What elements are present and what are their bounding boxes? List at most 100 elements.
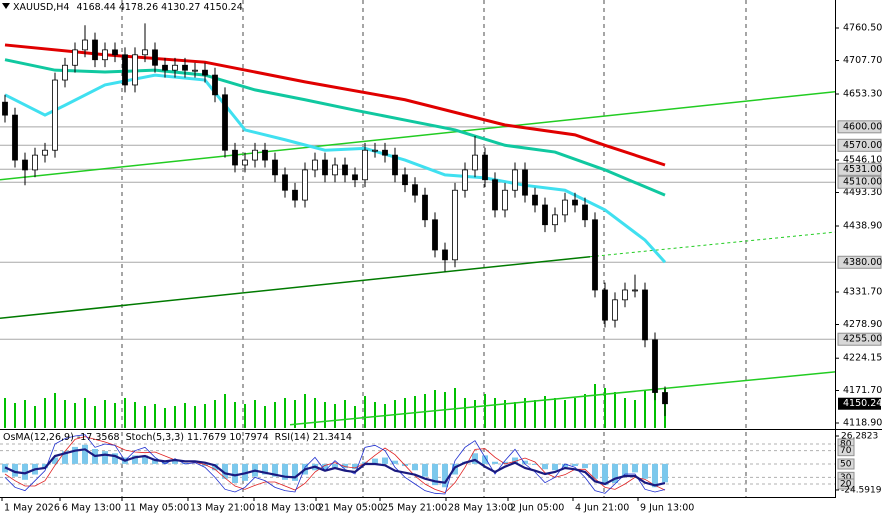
volume-bar — [564, 400, 566, 428]
volume-bar — [14, 403, 16, 428]
volume-bar — [624, 398, 626, 428]
volume-bar — [24, 400, 26, 428]
candle-body — [112, 49, 118, 56]
trend-line — [0, 255, 591, 320]
osma-bar — [442, 463, 448, 488]
price-label: 4150.24 — [843, 398, 882, 409]
volume-bar — [274, 402, 276, 428]
osma-bar — [152, 458, 158, 464]
candle-body — [562, 199, 568, 216]
volume-bar — [244, 404, 246, 428]
indicator-tick-box — [837, 445, 855, 457]
volume-bar — [74, 403, 76, 428]
volume-bar — [344, 400, 346, 428]
volume-bar — [324, 402, 326, 428]
y-tick-label: 4493.30 — [843, 187, 882, 198]
stoch-signal-value: 10.7974 — [229, 432, 268, 443]
osma-bar — [622, 463, 628, 477]
x-tick-label: 25 May 21:00 — [382, 503, 447, 514]
y-tick-label: 4331.70 — [843, 287, 882, 298]
osma-bar — [72, 446, 78, 464]
volume-bar — [124, 398, 126, 428]
candle-body — [582, 204, 588, 221]
candle-body — [252, 149, 258, 161]
candle-body — [232, 149, 238, 166]
osma-bar — [52, 457, 58, 464]
candle-body — [32, 154, 38, 171]
volume-bar — [604, 388, 606, 428]
candle-body — [592, 219, 598, 291]
osma-bar — [352, 463, 358, 470]
candle-body — [442, 249, 448, 261]
volume-bar — [454, 388, 456, 428]
volume-bar — [434, 390, 436, 428]
volume-bar — [134, 402, 136, 428]
volume-bar — [654, 386, 656, 428]
indicator-tick-label: 30 — [840, 473, 852, 483]
osma-bar — [82, 444, 88, 464]
level-label-box — [837, 332, 882, 346]
candle-body — [392, 154, 398, 176]
x-tick-label: 11 May 05:00 — [124, 503, 189, 514]
x-tick-label: 6 May 13:00 — [62, 503, 121, 514]
candle-body — [332, 164, 338, 176]
level-label: 4570.00 — [843, 140, 882, 151]
y-tick-label: 4653.30 — [843, 89, 882, 100]
trend-line — [289, 371, 835, 426]
volume-bar — [534, 400, 536, 428]
osma-bar — [392, 460, 398, 464]
osma-bar — [602, 463, 608, 486]
indicator-plot — [0, 434, 835, 495]
volume-bar — [174, 406, 176, 428]
volume-bar — [64, 400, 66, 428]
candle-body — [572, 199, 578, 206]
candle-body — [22, 159, 28, 171]
osma-bar — [562, 463, 568, 468]
volume-bar — [594, 384, 596, 428]
y-tick-label: 4546.10 — [843, 155, 882, 166]
osma-bar — [612, 463, 618, 483]
volume-bar — [254, 400, 256, 428]
x-tick-label: 13 May 21:00 — [190, 503, 255, 514]
candle-body — [52, 79, 58, 151]
candle-body — [522, 169, 528, 196]
osma-name: OsMA(12,26,9) — [3, 432, 74, 443]
candle-body — [42, 149, 48, 156]
candle-body — [302, 169, 308, 201]
candle-body — [132, 54, 138, 86]
volume-bar — [214, 400, 216, 428]
candle-body — [12, 114, 18, 161]
osma-bar — [162, 461, 168, 464]
header-close: 4150.24 — [203, 2, 242, 13]
y-tick-label: 4118.90 — [843, 418, 882, 429]
osma-bar — [332, 463, 338, 469]
candle-body — [662, 392, 668, 405]
osma-bar — [432, 463, 438, 486]
candle-body — [272, 159, 278, 176]
x-tick-label: 2 Jun 05:00 — [510, 503, 564, 514]
volume-bar — [364, 396, 366, 428]
collapse-arrow[interactable] — [2, 3, 10, 9]
osma-bar — [472, 453, 478, 464]
candle-body — [72, 49, 78, 66]
candle-body — [352, 174, 358, 181]
volume-bar — [354, 406, 356, 428]
moving-average — [4, 73, 667, 264]
candle-body — [552, 214, 558, 226]
indicator-tick-box — [837, 458, 855, 470]
y-tick-label: 4171.70 — [843, 385, 882, 396]
volume-bar — [474, 400, 476, 428]
candle-body — [2, 101, 8, 116]
trend-line — [589, 231, 835, 258]
volume-bar — [374, 402, 376, 428]
volume-bar — [84, 398, 86, 428]
osma-bar — [282, 463, 288, 480]
osma-tick-label: 26.2823 — [841, 431, 878, 441]
volume-bar — [644, 390, 646, 428]
candle-body — [222, 94, 228, 151]
volume-bar — [574, 398, 576, 428]
volume-bar — [614, 392, 616, 428]
osma-bar — [522, 460, 528, 464]
